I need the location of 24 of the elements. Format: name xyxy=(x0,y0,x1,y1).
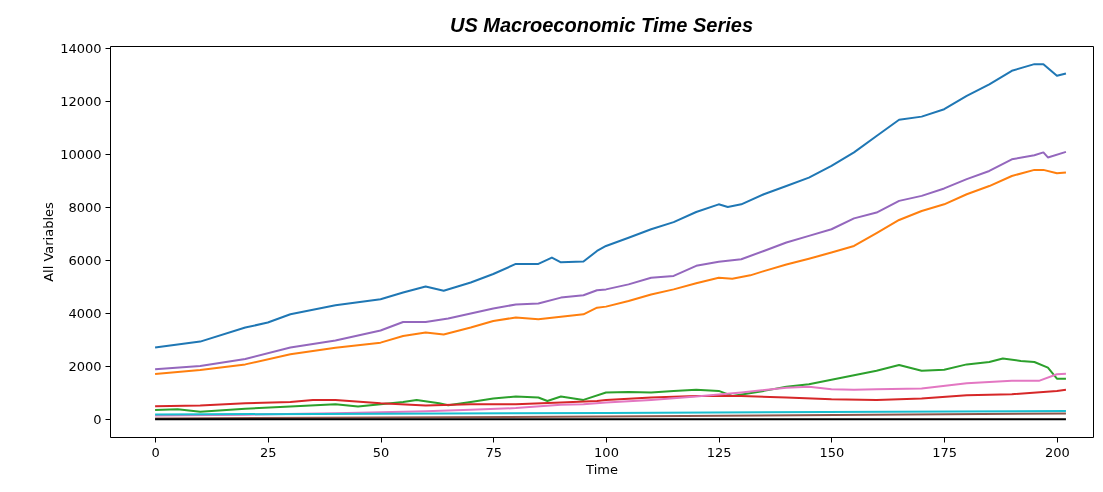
x-tick-label: 75 xyxy=(485,444,503,460)
x-tick-label: 0 xyxy=(151,444,160,460)
y-axis-title: All Variables xyxy=(41,201,57,282)
x-tick-label: 50 xyxy=(372,444,390,460)
y-tick-label: 10000 xyxy=(60,146,102,162)
y-tick-label: 4000 xyxy=(68,305,102,321)
x-tick-label: 200 xyxy=(1045,444,1070,460)
y-tick-label: 6000 xyxy=(68,252,102,268)
line-series xyxy=(154,388,1067,408)
y-tick-label: 14000 xyxy=(60,40,102,56)
y-tick-label: 8000 xyxy=(68,199,102,215)
x-tick-label: 150 xyxy=(819,444,845,460)
x-tick-label: 100 xyxy=(594,444,619,460)
y-tick-label: 12000 xyxy=(60,93,102,109)
line-series xyxy=(154,357,1067,413)
line-series xyxy=(154,372,1067,417)
chart-title: US Macroeconomic Time Series xyxy=(449,14,754,37)
line-series xyxy=(154,63,1067,349)
x-tick-label: 125 xyxy=(706,444,732,460)
x-tick-label: 25 xyxy=(260,444,277,460)
y-tick-label: 0 xyxy=(93,411,102,427)
y-tick-label: 2000 xyxy=(68,358,102,374)
x-axis-title: Time xyxy=(585,461,618,477)
x-tick-label: 175 xyxy=(932,444,958,460)
